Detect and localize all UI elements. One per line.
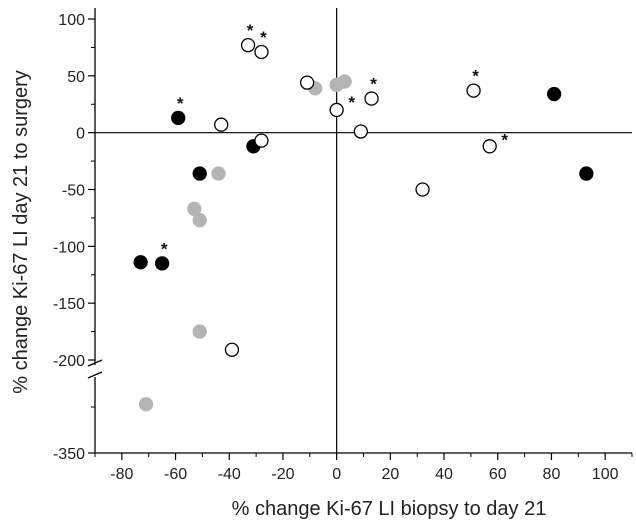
data-points bbox=[133, 37, 594, 412]
y-axis-title: % change Ki-67 LI day 21 to surgery bbox=[10, 70, 32, 394]
data-point-black bbox=[192, 166, 207, 181]
data-point-open bbox=[415, 182, 430, 197]
data-point-black bbox=[133, 255, 148, 270]
y-tick-label: -100 bbox=[53, 239, 85, 256]
data-point-open bbox=[299, 75, 315, 90]
data-point-black bbox=[579, 166, 594, 181]
x-tick-label: -40 bbox=[218, 466, 241, 483]
x-tick-label: 0 bbox=[332, 466, 341, 483]
data-point-open bbox=[254, 133, 269, 148]
significance-star: * bbox=[260, 28, 267, 47]
y-tick-label: 50 bbox=[67, 69, 85, 86]
y-tick-label: 100 bbox=[58, 12, 85, 29]
x-tick-label: -20 bbox=[271, 466, 294, 483]
reference-lines bbox=[95, 8, 632, 453]
x-tick-label: -80 bbox=[110, 466, 133, 483]
x-tick-label: 60 bbox=[489, 466, 507, 483]
x-axis-title: % change Ki-67 LI biopsy to day 21 bbox=[232, 498, 547, 520]
data-point-gray bbox=[337, 74, 352, 89]
data-point-black bbox=[546, 86, 562, 102]
data-point-gray bbox=[192, 324, 207, 339]
y-tick-label: 0 bbox=[76, 126, 85, 143]
x-axis-ticks: -80 -60 -40 -20 0 20 40 60 80 100 bbox=[94, 453, 633, 483]
significance-star: * bbox=[370, 75, 377, 94]
data-point-open bbox=[224, 342, 240, 357]
significance-star: * bbox=[472, 67, 479, 86]
significance-star: * bbox=[177, 94, 184, 113]
data-point-open bbox=[466, 83, 481, 98]
axis-break-mark bbox=[87, 359, 103, 379]
x-tick-label: 80 bbox=[543, 466, 561, 483]
data-point-open bbox=[214, 117, 229, 132]
data-point-open bbox=[353, 124, 368, 139]
significance-star: * bbox=[161, 239, 168, 258]
significance-star: * bbox=[348, 93, 355, 112]
y-axis-ticks: 100 50 0 -50 -100 -150 -200 -350 bbox=[53, 12, 95, 463]
x-tick-label: 20 bbox=[381, 466, 399, 483]
x-tick-label: 100 bbox=[592, 466, 619, 483]
data-point-black bbox=[154, 256, 170, 271]
data-point-open bbox=[364, 91, 379, 106]
data-point-gray bbox=[138, 397, 154, 412]
data-point-black bbox=[171, 110, 186, 126]
significance-star: * bbox=[501, 130, 508, 149]
data-point-gray bbox=[187, 201, 202, 216]
data-point-open bbox=[254, 44, 269, 60]
y-tick-label: -150 bbox=[53, 296, 85, 313]
significance-star: * bbox=[247, 21, 254, 40]
y-tick-label: -350 bbox=[53, 446, 85, 463]
significance-markers: * * * * * * * * bbox=[161, 21, 509, 258]
data-point-gray bbox=[192, 213, 207, 228]
data-point-open bbox=[482, 139, 497, 154]
y-tick-label: -50 bbox=[62, 183, 85, 200]
x-tick-label: 40 bbox=[435, 466, 453, 483]
y-tick-label: -200 bbox=[53, 353, 85, 370]
data-point-open bbox=[240, 37, 256, 53]
data-point-open bbox=[329, 102, 344, 118]
axes-frame bbox=[87, 8, 632, 454]
x-tick-label: -60 bbox=[164, 466, 187, 483]
data-point-gray bbox=[211, 166, 226, 181]
